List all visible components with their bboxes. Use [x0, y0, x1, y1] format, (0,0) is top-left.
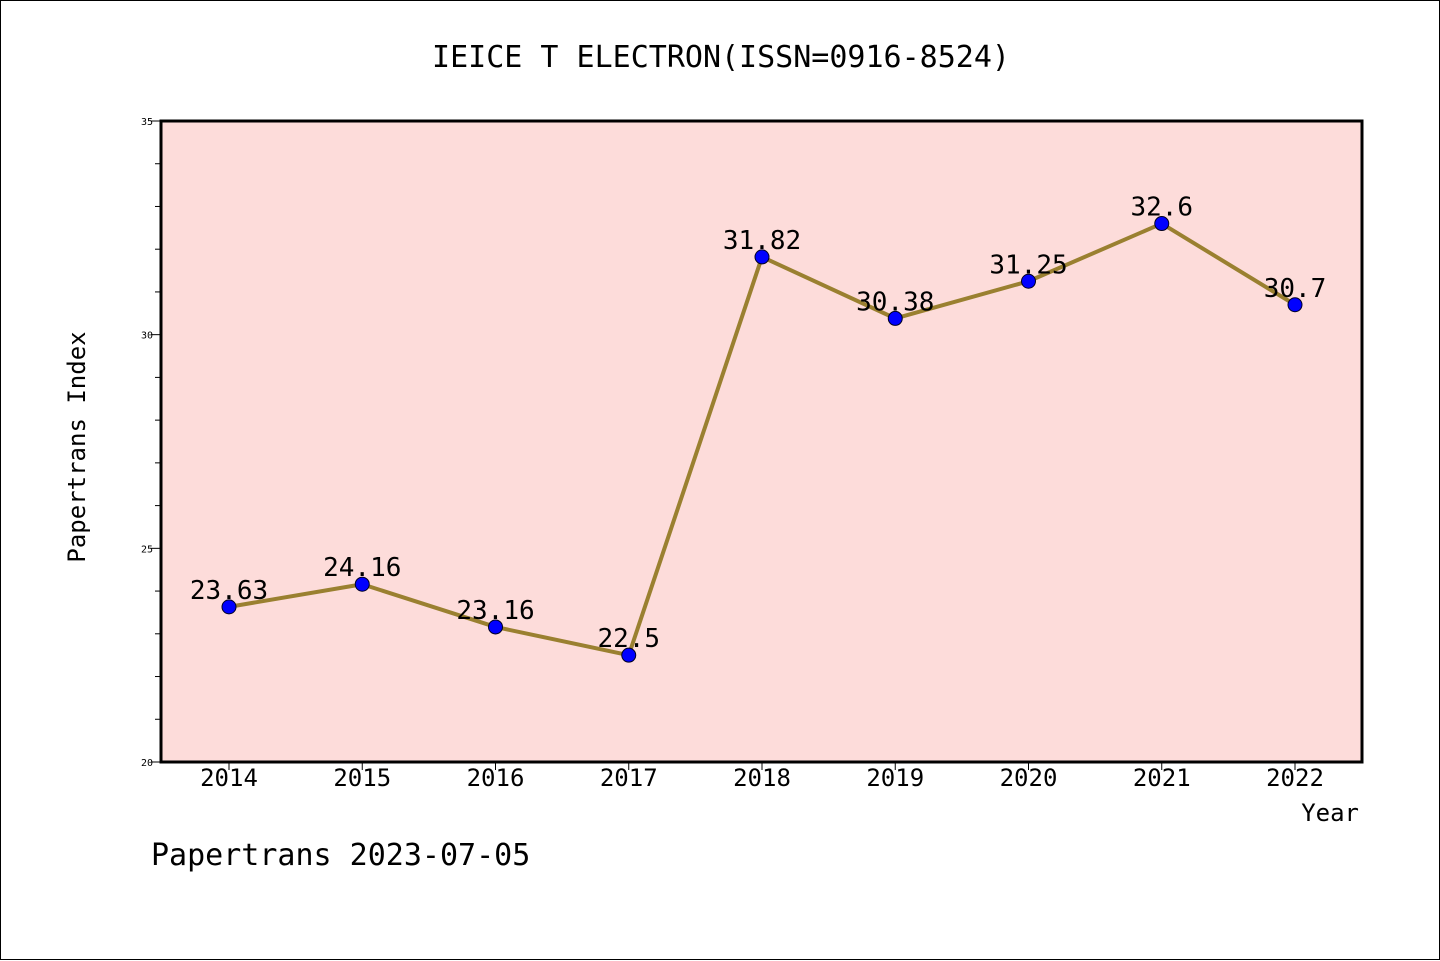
- x-tick-label: 2016: [467, 764, 525, 792]
- x-tick-label: 2015: [333, 764, 391, 792]
- data-point: [1287, 297, 1303, 313]
- data-label: 30.7: [1264, 274, 1327, 304]
- footer-text: Papertrans 2023-07-05: [151, 838, 530, 873]
- x-axis: 2014 2015 2016 2017 2018 2019 2020 2021 2022: [200, 762, 1324, 792]
- data-label: 32.6: [1130, 193, 1193, 223]
- data-label: 31.82: [723, 226, 801, 256]
- data-point: [1154, 216, 1170, 232]
- y-tick-label: 25: [141, 544, 153, 555]
- data-label: 24.16: [323, 553, 401, 583]
- data-label: 23.63: [190, 576, 268, 606]
- y-axis: 20 25 30 35: [141, 117, 161, 769]
- x-axis-label: Year: [1301, 799, 1359, 827]
- x-tick-label: 2022: [1266, 764, 1324, 792]
- y-axis-label: Papertrans Index: [63, 331, 91, 562]
- x-tick-label: 2020: [1000, 764, 1058, 792]
- data-point: [621, 647, 637, 663]
- data-label: 31.25: [989, 250, 1067, 280]
- x-tick-label: 2021: [1133, 764, 1191, 792]
- data-point: [887, 310, 903, 326]
- chart-title: IEICE T ELECTRON(ISSN=0916-8524): [432, 40, 1010, 75]
- data-label: 30.38: [856, 287, 934, 317]
- data-point: [354, 576, 370, 592]
- x-tick-label: 2019: [866, 764, 924, 792]
- data-point: [221, 599, 237, 615]
- data-point: [754, 249, 770, 265]
- data-point: [1021, 273, 1036, 289]
- x-tick-label: 2018: [733, 764, 791, 792]
- data-labels: 23.63 24.16 23.16 22.5 31.82 30.38 31.25 32.6 30…: [190, 193, 1326, 655]
- y-tick-label: 20: [141, 758, 153, 769]
- data-point: [488, 619, 503, 635]
- data-label: 23.16: [456, 596, 534, 626]
- data-label: 22.5: [597, 624, 660, 654]
- x-tick-label: 2017: [600, 764, 658, 792]
- series-points: [221, 216, 1303, 663]
- y-tick-label: 35: [141, 117, 153, 128]
- x-tick-label: 2014: [200, 764, 258, 792]
- y-tick-label: 30: [141, 331, 153, 342]
